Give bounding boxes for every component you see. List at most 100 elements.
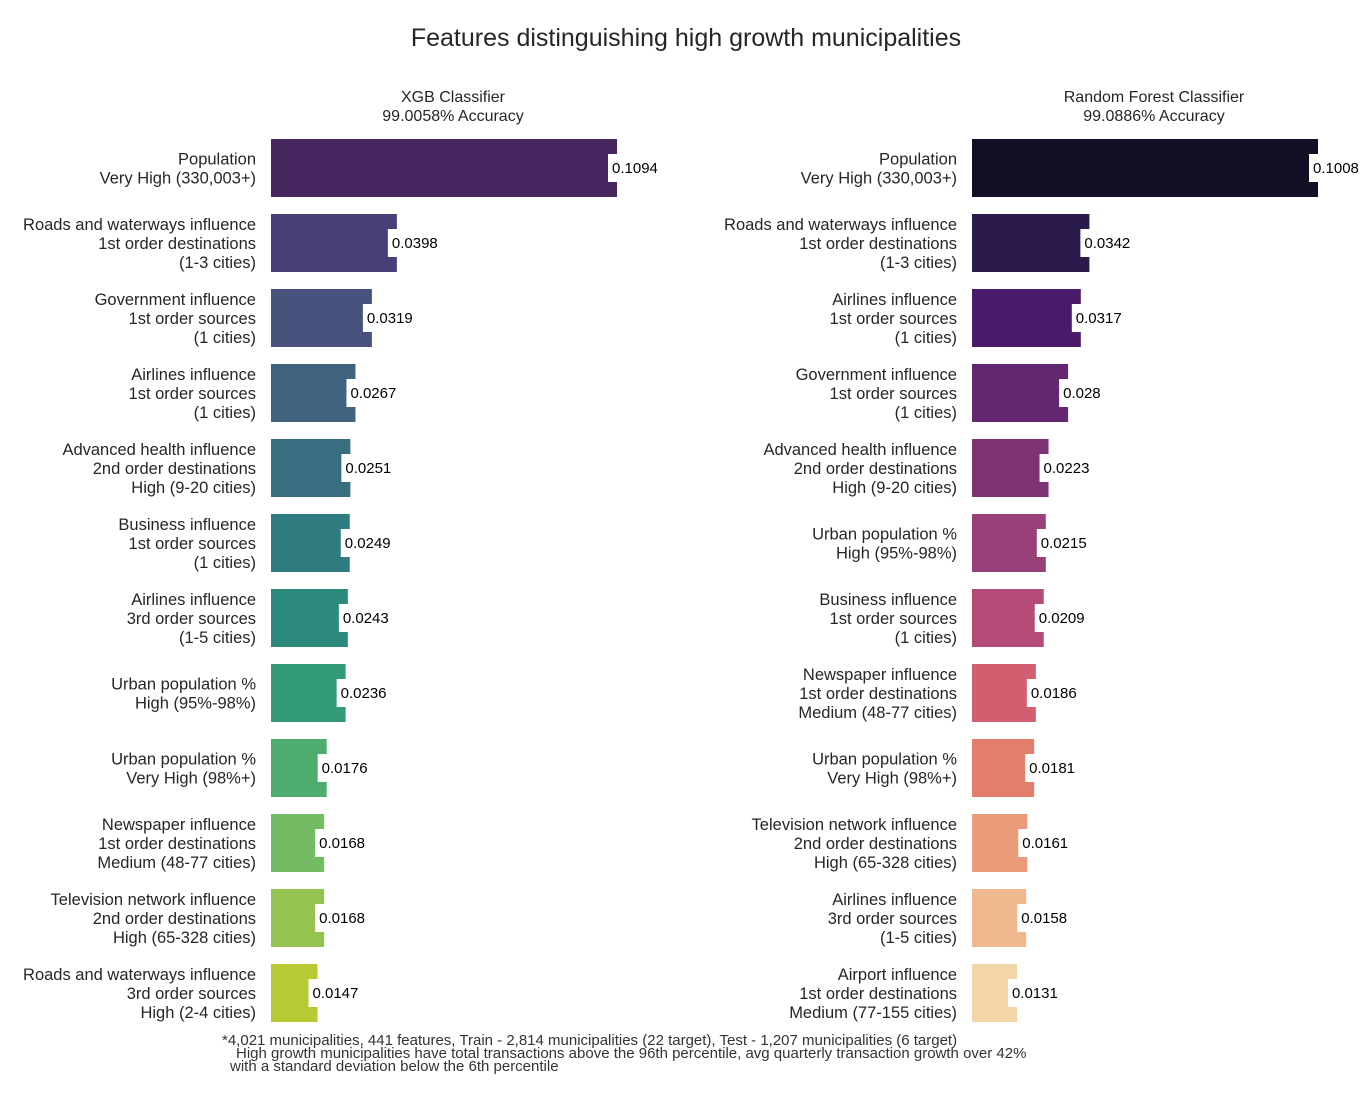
xgb-value-label-bg-9 xyxy=(317,754,370,782)
xgb-bar-3 xyxy=(271,289,372,347)
xgb-category-label-line: Urban population % xyxy=(111,676,256,694)
xgb-category-label-line: High (9-20 cities) xyxy=(131,479,256,497)
xgb-bar-9 xyxy=(271,739,327,797)
rf-category-label-1: Population Very High (330,003+) xyxy=(801,151,957,188)
xgb-category-label-line: 1st order sources xyxy=(129,535,256,553)
xgb-category-label-line: Airlines influence xyxy=(131,591,256,609)
xgb-category-label-line: Roads and waterways influence xyxy=(23,966,256,984)
xgb-category-label-5: Advanced health influence 2nd order desti… xyxy=(62,441,256,497)
rf-category-label-line: Airlines influence xyxy=(832,891,957,909)
rf-category-label-line: 1st order sources xyxy=(830,310,957,328)
rf-bar-panel: 0.1008 Population Very High (330,003+) 0.03… xyxy=(724,139,1361,1022)
xgb-category-label-1: Population Very High (330,003+) xyxy=(100,151,256,188)
rf-category-label-3: Airlines influence 1st order sources (1 ci… xyxy=(830,291,957,347)
rf-bar-10 xyxy=(972,814,1028,872)
rf-category-label-4: Government influence 1st order sources (1 … xyxy=(796,366,957,422)
rf-category-label-2: Roads and waterways influence 1st order d… xyxy=(724,216,957,272)
xgb-category-label-line: 3rd order sources xyxy=(127,610,256,628)
xgb-value-label-6: 0.0249 xyxy=(345,535,391,552)
xgb-category-label-line: Population xyxy=(178,151,256,169)
xgb-category-label-2: Roads and waterways influence 1st order d… xyxy=(23,216,256,272)
rf-category-label-8: Newspaper influence 1st order destination… xyxy=(798,666,957,722)
rf-value-label-bg-6 xyxy=(1036,529,1089,557)
rf-value-label-bg-8 xyxy=(1026,679,1079,707)
xgb-category-label-line: 1st order sources xyxy=(129,385,256,403)
xgb-value-label-9: 0.0176 xyxy=(322,760,368,777)
rf-category-label-line: Television network influence xyxy=(752,816,957,834)
rf-value-label-8: 0.0186 xyxy=(1031,685,1077,702)
rf-category-label-line: Roads and waterways influence xyxy=(724,216,957,234)
xgb-category-label-line: High (65-328 cities) xyxy=(113,929,256,947)
rf-category-label-12: Airport influence 1st order destinations M… xyxy=(789,966,957,1022)
xgb-value-label-bg-6 xyxy=(340,529,393,557)
xgb-category-label-8: Urban population % High (95%-98%) xyxy=(111,676,256,713)
rf-category-label-line: (1 cities) xyxy=(895,404,957,422)
xgb-category-label-line: 2nd order destinations xyxy=(93,910,256,928)
xgb-category-label-9: Urban population % Very High (98%+) xyxy=(111,751,256,788)
rf-category-label-line: (1-3 cities) xyxy=(880,254,957,272)
xgb-category-label-3: Government influence 1st order sources (1 … xyxy=(95,291,256,347)
xgb-bar-7 xyxy=(271,589,348,647)
rf-category-label-line: High (95%-98%) xyxy=(836,545,957,563)
rf-value-label-bg-7 xyxy=(1034,604,1087,632)
xgb-category-label-11: Television network influence 2nd order de… xyxy=(51,891,256,947)
xgb-category-label-line: 1st order destinations xyxy=(98,235,256,253)
rf-category-label-line: 1st order destinations xyxy=(799,985,957,1003)
xgb-value-label-bg-5 xyxy=(341,454,393,482)
xgb-value-label-bg-8 xyxy=(336,679,389,707)
xgb-category-label-line: 3rd order sources xyxy=(127,985,256,1003)
xgb-category-label-line: (1 cities) xyxy=(194,329,256,347)
xgb-value-label-3: 0.0319 xyxy=(367,310,413,327)
rf-bar-1 xyxy=(972,139,1318,197)
xgb-category-label-10: Newspaper influence 1st order destination… xyxy=(97,816,256,872)
xgb-category-label-line: Urban population % xyxy=(111,751,256,769)
xgb-value-label-bg-7 xyxy=(338,604,391,632)
xgb-category-label-line: Business influence xyxy=(118,516,256,534)
rf-value-label-2: 0.0342 xyxy=(1084,235,1130,252)
xgb-value-label-12: 0.0147 xyxy=(312,985,358,1002)
xgb-value-label-5: 0.0251 xyxy=(345,460,391,477)
rf-category-label-line: Business influence xyxy=(819,591,957,609)
xgb-category-label-6: Business influence 1st order sources (1 ci… xyxy=(118,516,256,572)
rf-category-label-line: (1-5 cities) xyxy=(880,929,957,947)
xgb-value-label-2: 0.0398 xyxy=(392,235,438,252)
rf-category-label-line: Very High (98%+) xyxy=(827,770,957,788)
rf-value-label-10: 0.0161 xyxy=(1022,835,1068,852)
rf-value-label-bg-2 xyxy=(1080,229,1132,257)
rf-category-label-line: (1 cities) xyxy=(895,329,957,347)
xgb-value-label-8: 0.0236 xyxy=(341,685,387,702)
xgb-panel-title: XGB Classifier 99.0058% Accuracy xyxy=(273,88,633,126)
rf-value-label-12: 0.0131 xyxy=(1012,985,1058,1002)
footnote-line-3: with a standard deviation below the 6th … xyxy=(230,1058,559,1075)
rf-category-label-line: Urban population % xyxy=(812,751,957,769)
xgb-category-label-line: (1-5 cities) xyxy=(179,629,256,647)
rf-category-label-line: High (65-328 cities) xyxy=(814,854,957,872)
rf-value-label-7: 0.0209 xyxy=(1039,610,1085,627)
rf-category-label-line: Advanced health influence xyxy=(763,441,957,459)
xgb-bar-1 xyxy=(271,139,617,197)
rf-bar-5 xyxy=(972,439,1049,497)
rf-value-label-bg-3 xyxy=(1071,304,1124,332)
xgb-category-label-12: Roads and waterways influence 3rd order s… xyxy=(23,966,256,1022)
xgb-bar-5 xyxy=(271,439,351,497)
rf-value-label-3: 0.0317 xyxy=(1076,310,1122,327)
rf-bar-9 xyxy=(972,739,1035,797)
rf-category-label-line: 2nd order destinations xyxy=(794,835,957,853)
rf-panel-title-line-1: Random Forest Classifier xyxy=(1063,89,1245,106)
xgb-category-label-4: Airlines influence 1st order sources (1 ci… xyxy=(129,366,256,422)
xgb-category-label-line: 1st order destinations xyxy=(98,835,256,853)
xgb-bar-panel: 0.1094 Population Very High (330,003+) 0.03… xyxy=(23,139,660,1022)
xgb-category-label-line: Airlines influence xyxy=(131,366,256,384)
rf-value-label-4: 0.028 xyxy=(1063,385,1101,402)
rf-category-label-line: 1st order sources xyxy=(830,610,957,628)
xgb-value-label-bg-11 xyxy=(315,904,367,932)
xgb-category-label-line: Medium (48-77 cities) xyxy=(97,854,256,872)
xgb-category-label-line: (1 cities) xyxy=(194,404,256,422)
rf-bar-6 xyxy=(972,514,1046,572)
xgb-value-label-7: 0.0243 xyxy=(343,610,389,627)
xgb-panel-title-line-2: 99.0058% Accuracy xyxy=(382,108,524,125)
rf-value-label-5: 0.0223 xyxy=(1044,460,1090,477)
rf-category-label-line: High (9-20 cities) xyxy=(832,479,957,497)
rf-bar-2 xyxy=(972,214,1090,272)
